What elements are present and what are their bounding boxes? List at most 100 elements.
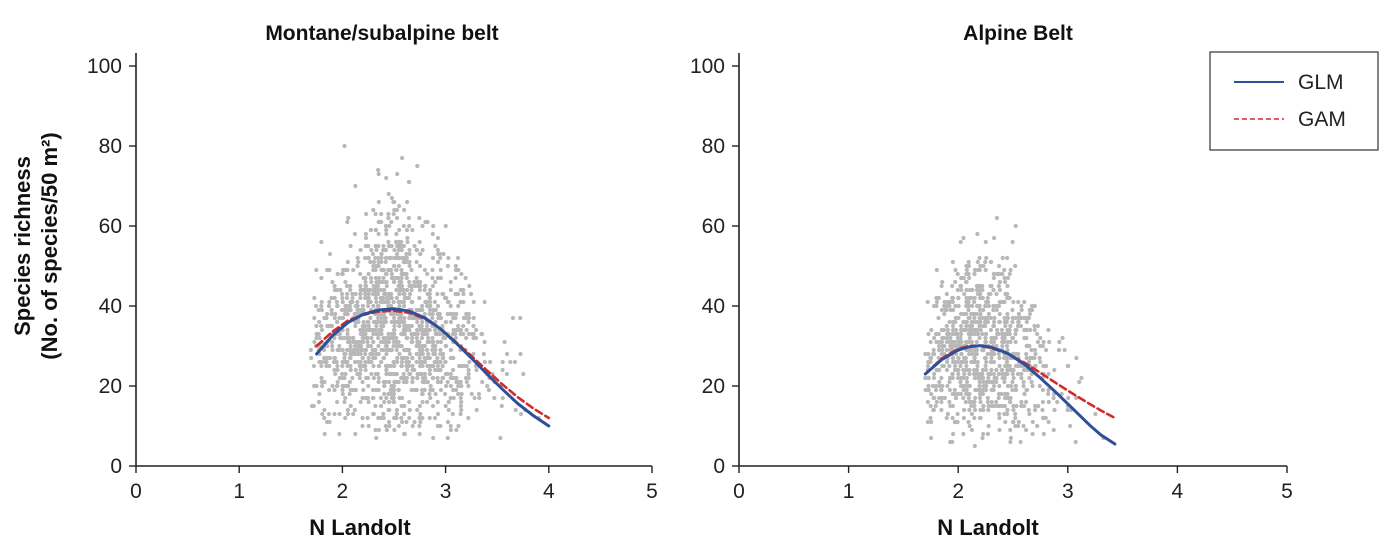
data-point — [969, 427, 975, 433]
data-point — [371, 259, 376, 265]
data-point — [435, 411, 441, 417]
data-point — [994, 307, 999, 313]
data-point — [394, 411, 399, 417]
data-point — [454, 427, 459, 433]
data-point — [432, 307, 438, 313]
data-point — [942, 311, 947, 317]
data-point — [387, 379, 392, 385]
data-point — [989, 399, 994, 405]
data-point — [407, 399, 412, 405]
data-point — [417, 431, 422, 437]
data-point — [978, 399, 983, 405]
data-point — [950, 259, 956, 265]
data-point — [379, 251, 384, 257]
data-point — [345, 363, 350, 369]
data-point — [387, 407, 392, 413]
panel-title-montane: Montane/subalpine belt — [265, 22, 498, 45]
data-point — [360, 415, 365, 421]
data-point — [1005, 383, 1011, 389]
x-tick-label: 1 — [843, 480, 855, 503]
data-point — [322, 407, 327, 413]
data-point — [937, 367, 942, 373]
data-point — [415, 407, 420, 413]
data-point — [964, 367, 969, 373]
data-point — [436, 259, 441, 265]
data-point — [376, 379, 381, 385]
y-tick-label: 80 — [99, 135, 122, 158]
data-point — [939, 375, 944, 381]
data-point — [1036, 403, 1041, 409]
data-point — [1013, 263, 1018, 269]
data-point — [366, 399, 371, 405]
data-point — [961, 395, 966, 401]
data-point — [469, 391, 474, 397]
data-point — [404, 359, 409, 365]
data-point — [1024, 399, 1029, 405]
data-point — [389, 219, 394, 225]
data-point — [1019, 403, 1024, 409]
data-point — [962, 291, 967, 297]
data-point — [394, 215, 400, 221]
data-point — [955, 411, 960, 417]
data-point — [366, 323, 371, 329]
data-point — [361, 275, 366, 281]
data-point — [1044, 363, 1049, 369]
data-point — [985, 319, 991, 325]
data-point — [358, 295, 363, 301]
data-point — [410, 363, 415, 369]
legend-glm-label: GLM — [1298, 71, 1344, 94]
data-point — [444, 319, 449, 325]
data-point — [959, 323, 964, 329]
data-point — [443, 391, 448, 397]
data-point — [964, 303, 969, 309]
data-point — [342, 375, 347, 381]
data-point — [335, 303, 340, 309]
data-point — [437, 251, 442, 257]
data-point — [345, 291, 350, 297]
data-point — [410, 379, 415, 385]
y-tick-label: 100 — [690, 55, 725, 78]
data-point — [373, 403, 378, 409]
data-point — [986, 403, 991, 409]
data-point — [430, 267, 435, 273]
data-point — [988, 259, 993, 265]
data-point — [332, 283, 337, 289]
data-point — [1016, 419, 1021, 425]
x-tick-label: 0 — [733, 480, 745, 503]
data-point — [427, 371, 432, 377]
data-point — [1005, 275, 1011, 281]
data-point — [459, 391, 464, 397]
data-point — [923, 375, 928, 381]
data-point — [1032, 347, 1038, 353]
data-point — [975, 303, 980, 309]
data-point — [384, 295, 389, 301]
data-point — [363, 231, 368, 237]
data-point — [983, 267, 988, 273]
y-axis-label-line-2: (No. of species/50 m²) — [37, 132, 62, 359]
data-point — [376, 375, 381, 381]
data-point — [351, 411, 356, 417]
data-point — [992, 319, 997, 325]
data-point — [967, 287, 972, 293]
data-point — [392, 207, 397, 213]
data-point — [347, 303, 352, 309]
data-point — [373, 327, 378, 333]
data-point — [441, 355, 446, 361]
data-point — [345, 407, 350, 413]
data-point — [943, 307, 948, 313]
data-point — [360, 327, 365, 333]
data-point — [435, 379, 440, 385]
data-point — [962, 355, 967, 361]
data-point — [1030, 419, 1035, 425]
data-point — [402, 315, 407, 321]
data-point — [404, 323, 409, 329]
data-point — [360, 303, 365, 309]
data-point — [345, 311, 350, 317]
data-point — [347, 391, 352, 397]
data-point — [981, 307, 986, 313]
data-point — [335, 363, 340, 369]
data-point — [966, 315, 971, 321]
data-point — [956, 355, 961, 361]
data-point — [991, 307, 996, 313]
data-point — [988, 327, 994, 333]
